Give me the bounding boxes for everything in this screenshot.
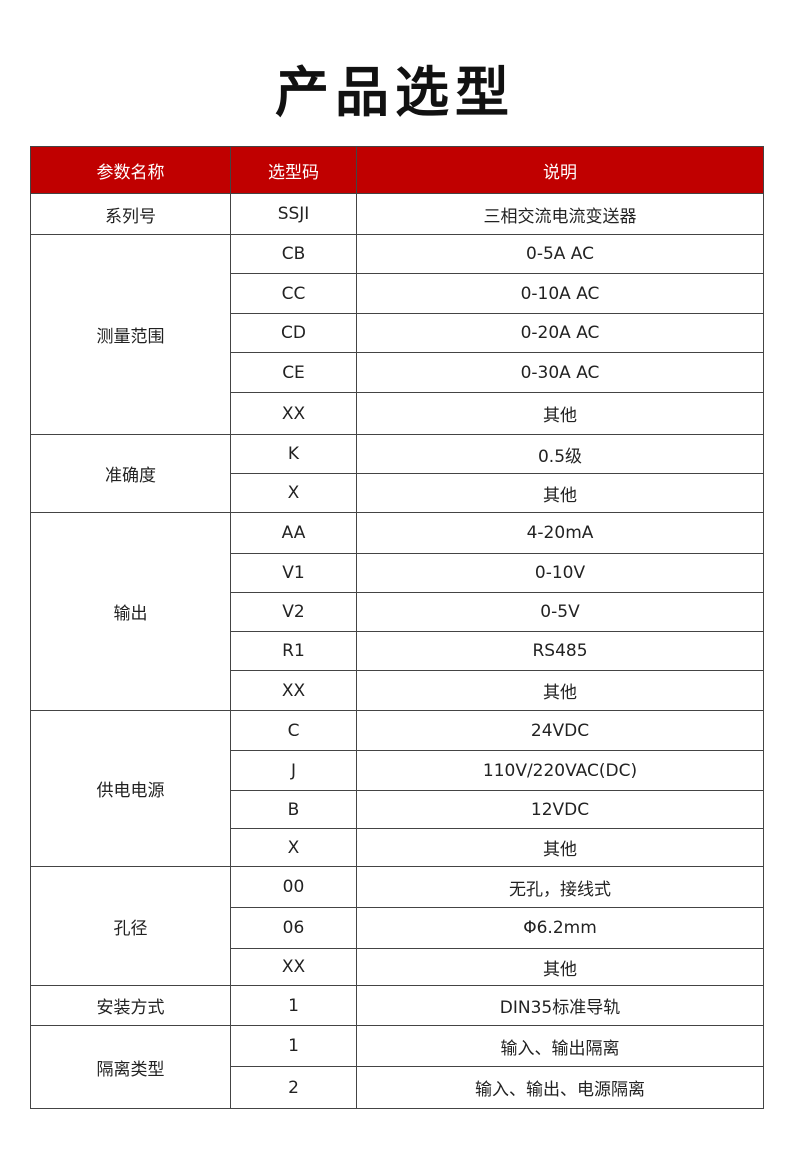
code-cell: 1 <box>230 1025 357 1067</box>
table-row: B 12VDC <box>31 790 764 829</box>
code-cell: XX <box>230 948 357 986</box>
desc-cell: 110V/220VAC(DC) <box>356 750 764 791</box>
param-name-cell: 测量范围 <box>30 234 231 435</box>
selection-table: 参数名称 选型码 说明 系列号 SSJI 三相交流电流变送器 测量范围 CB 0-5A A… <box>30 146 764 1109</box>
table-header: 参数名称 选型码 说明 <box>30 146 764 194</box>
table-row: 供电电源 C 24VDC <box>30 710 764 867</box>
code-cell: SSJI <box>230 193 357 235</box>
table-row: XX 其他 <box>31 948 764 986</box>
page-title: 产品选型 <box>275 61 515 124</box>
desc-cell: 三相交流电流变送器 <box>356 193 764 235</box>
param-name-cell: 供电电源 <box>30 710 231 867</box>
header-desc: 说明 <box>356 146 764 194</box>
desc-cell: 0-10V <box>356 553 764 593</box>
desc-cell: 输入、输出、电源隔离 <box>356 1066 764 1109</box>
table-row: XX 其他 <box>31 670 764 711</box>
code-cell: 00 <box>230 866 357 908</box>
table-row: 准确度 K 0.5级 <box>30 434 764 513</box>
desc-cell: 0-20A AC <box>356 313 764 353</box>
code-cell: J <box>230 750 357 791</box>
desc-cell: RS485 <box>356 631 764 671</box>
code-cell: XX <box>230 392 357 435</box>
param-name-cell: 孔径 <box>30 866 231 986</box>
param-name-cell: 系列号 <box>30 193 231 235</box>
desc-cell: 12VDC <box>356 790 764 829</box>
code-cell: CD <box>230 313 357 353</box>
table-row: X 其他 <box>31 828 764 867</box>
table-row: 系列号 SSJI 三相交流电流变送器 <box>30 193 764 235</box>
table-row: XX 其他 <box>31 392 764 435</box>
code-cell: X <box>230 828 357 867</box>
code-cell: C <box>230 710 357 751</box>
code-cell: R1 <box>230 631 357 671</box>
desc-cell: DIN35标准导轨 <box>356 985 764 1026</box>
table-row: 测量范围 CB 0-5A AC <box>30 234 764 435</box>
desc-cell: 其他 <box>356 948 764 986</box>
desc-cell: 24VDC <box>356 710 764 751</box>
param-name-cell: 安装方式 <box>30 985 231 1026</box>
table-row: J 110V/220VAC(DC) <box>31 750 764 791</box>
code-cell: 06 <box>230 907 357 949</box>
table-row: 输出 AA 4-20mA <box>30 512 764 711</box>
code-cell: X <box>230 473 357 513</box>
desc-cell: 其他 <box>356 828 764 867</box>
table-row: V2 0-5V <box>31 592 764 632</box>
desc-cell: 其他 <box>356 670 764 711</box>
table-row: V1 0-10V <box>31 553 764 593</box>
desc-cell: Φ6.2mm <box>356 907 764 949</box>
table-row: 隔离类型 1 输入、输出隔离 <box>30 1025 764 1109</box>
code-cell: B <box>230 790 357 829</box>
code-cell: AA <box>230 512 357 554</box>
code-cell: K <box>230 434 357 474</box>
table-row: 2 输入、输出、电源隔离 <box>31 1066 764 1109</box>
desc-cell: 输入、输出隔离 <box>356 1025 764 1067</box>
desc-cell: 0-10A AC <box>356 273 764 314</box>
code-cell: V1 <box>230 553 357 593</box>
header-param: 参数名称 <box>30 146 231 194</box>
desc-cell: 无孔，接线式 <box>356 866 764 908</box>
code-cell: CE <box>230 352 357 393</box>
desc-cell: 其他 <box>356 392 764 435</box>
table-row: 孔径 00 无孔，接线式 <box>30 866 764 986</box>
param-name-cell: 隔离类型 <box>30 1025 231 1109</box>
desc-cell: 0-5A AC <box>356 234 764 274</box>
desc-cell: 0-5V <box>356 592 764 632</box>
code-cell: 2 <box>230 1066 357 1109</box>
param-name-cell: 输出 <box>30 512 231 711</box>
header-code: 选型码 <box>230 146 357 194</box>
code-cell: CC <box>230 273 357 314</box>
desc-cell: 4-20mA <box>356 512 764 554</box>
table-row: X 其他 <box>31 473 764 513</box>
code-cell: XX <box>230 670 357 711</box>
table-row: 安装方式 1 DIN35标准导轨 <box>30 985 764 1026</box>
table-row: 06 Φ6.2mm <box>31 907 764 949</box>
desc-cell: 其他 <box>356 473 764 513</box>
desc-cell: 0.5级 <box>356 434 764 474</box>
table-row: CE 0-30A AC <box>31 352 764 393</box>
code-cell: V2 <box>230 592 357 632</box>
code-cell: 1 <box>230 985 357 1026</box>
table-row: CC 0-10A AC <box>31 273 764 314</box>
desc-cell: 0-30A AC <box>356 352 764 393</box>
param-name-cell: 准确度 <box>30 434 231 513</box>
code-cell: CB <box>230 234 357 274</box>
table-row: CD 0-20A AC <box>31 313 764 353</box>
